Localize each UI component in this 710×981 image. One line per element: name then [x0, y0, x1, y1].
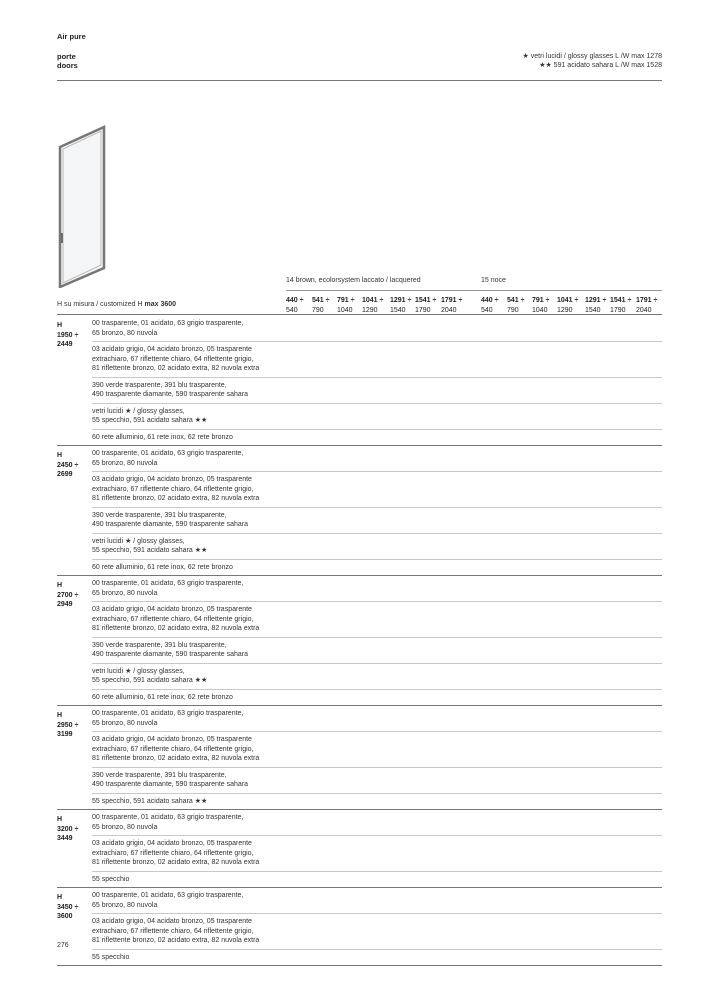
glass-type-row: 390 verde trasparente, 391 blu trasparen… [92, 638, 662, 664]
height-group: H 2450 ÷ 2699 00 trasparente, 01 acidato,… [57, 446, 662, 576]
glass-type-row: 00 trasparente, 01 acidato, 63 grigio tr… [92, 446, 662, 472]
width-to: 1040 [337, 306, 353, 314]
width-from: 440 ÷ [481, 297, 499, 304]
header-line [286, 290, 662, 291]
width-to: 1540 [585, 306, 601, 314]
glass-type-row: 390 verde trasparente, 391 blu trasparen… [92, 378, 662, 404]
height-group: H 2950 ÷ 3199 00 trasparente, 01 acidato,… [57, 706, 662, 810]
width-column-header: 791 ÷ 1040 [337, 296, 362, 315]
note-glossy: ★ vetri lucidi / glossy glasses L /W max… [522, 53, 662, 60]
width-column-header: 1541 ÷ 1790 [415, 296, 440, 315]
height-group: H 2700 ÷ 2949 00 trasparente, 01 acidato,… [57, 576, 662, 706]
height-group: H 1950 ÷ 2449 00 trasparente, 01 acidato,… [57, 316, 662, 446]
product-title: Air pure [57, 32, 86, 41]
width-to: 540 [481, 306, 493, 314]
height-range-label: H 2450 ÷ 2699 [57, 452, 79, 478]
width-to: 2040 [636, 306, 652, 314]
glass-notes: ★ vetri lucidi / glossy glasses L /W max… [523, 52, 662, 70]
width-column-header: 440 ÷ 540 [481, 296, 506, 315]
width-from: 791 ÷ [337, 297, 355, 304]
width-column-header: 541 ÷ 790 [507, 296, 532, 315]
glass-type-row: 03 acidato grigio, 04 acidato bronzo, 05… [92, 602, 662, 638]
width-to: 1040 [532, 306, 548, 314]
glass-type-row: 00 trasparente, 01 acidato, 63 grigio tr… [92, 706, 662, 732]
customized-height-label: H su misura / customized H max 3600 [57, 301, 176, 308]
width-from: 1541 ÷ [610, 297, 632, 304]
width-from: 791 ÷ [532, 297, 550, 304]
width-from: 541 ÷ [507, 297, 525, 304]
width-from: 1541 ÷ [415, 297, 437, 304]
width-to: 1540 [390, 306, 406, 314]
price-table: H 1950 ÷ 2449 00 trasparente, 01 acidato,… [57, 316, 662, 966]
height-range-label: H 1950 ÷ 2449 [57, 322, 79, 348]
width-to: 2040 [441, 306, 457, 314]
glass-type-row: 55 specchio [92, 953, 130, 961]
glass-type-row: 00 trasparente, 01 acidato, 63 grigio tr… [92, 576, 662, 602]
height-range-label: H 3450 ÷ 3600 [57, 894, 79, 920]
glass-type-row: vetri lucidi ★ / glossy glasses, 55 spec… [92, 534, 662, 560]
width-from: 1041 ÷ [557, 297, 579, 304]
width-from: 440 ÷ [286, 297, 304, 304]
finish-header-noce: 15 noce [481, 277, 506, 284]
glass-type-row: vetri lucidi ★ / glossy glasses, 55 spec… [92, 664, 662, 690]
glass-type-row: 00 trasparente, 01 acidato, 63 grigio tr… [92, 810, 662, 836]
subtitle-it: porte [57, 52, 76, 61]
note-sahara: ★★ 591 acidato sahara L /W max 1528 [539, 62, 662, 69]
door-icon [58, 125, 106, 288]
page-number: 276 [57, 942, 69, 949]
glass-type-row: 03 acidato grigio, 04 acidato bronzo, 05… [92, 472, 662, 508]
width-column-header: 1041 ÷ 1290 [557, 296, 582, 315]
glass-type-row: 03 acidato grigio, 04 acidato bronzo, 05… [92, 836, 662, 872]
width-column-header: 791 ÷ 1040 [532, 296, 557, 315]
width-column-header: 1541 ÷ 1790 [610, 296, 635, 315]
finish-header-brown: 14 brown, ecolorsystem laccato / lacquer… [286, 277, 421, 284]
width-column-header: 541 ÷ 790 [312, 296, 337, 315]
table-header-line [57, 314, 662, 315]
width-to: 1790 [415, 306, 431, 314]
glass-type-row: 03 acidato grigio, 04 acidato bronzo, 05… [92, 732, 662, 768]
glass-type-row: 55 specchio [92, 875, 130, 883]
customized-max: max 3600 [144, 301, 177, 308]
height-range-label: H 2700 ÷ 2949 [57, 582, 79, 608]
glass-type-row: 60 rete alluminio, 61 rete inox, 62 rete… [92, 563, 233, 571]
width-to: 790 [312, 306, 324, 314]
width-from: 1291 ÷ [585, 297, 607, 304]
height-group: H 3200 ÷ 3449 00 trasparente, 01 acidato,… [57, 810, 662, 888]
width-from: 1791 ÷ [636, 297, 658, 304]
width-column-header: 1791 ÷ 2040 [441, 296, 466, 315]
header-divider [57, 80, 662, 81]
height-range-label: H 2950 ÷ 3199 [57, 712, 79, 738]
glass-type-row: 00 trasparente, 01 acidato, 63 grigio tr… [92, 888, 662, 914]
glass-type-row: 03 acidato grigio, 04 acidato bronzo, 05… [92, 914, 662, 950]
width-to: 1290 [557, 306, 573, 314]
section-subtitle: porte doors [57, 52, 78, 70]
width-to: 790 [507, 306, 519, 314]
width-to: 540 [286, 306, 298, 314]
glass-type-row: 55 specchio, 591 acidato sahara ★★ [92, 797, 208, 805]
width-column-header: 1291 ÷ 1540 [390, 296, 415, 315]
glass-type-row: 60 rete alluminio, 61 rete inox, 62 rete… [92, 433, 233, 441]
width-from: 1791 ÷ [441, 297, 463, 304]
width-column-header: 1291 ÷ 1540 [585, 296, 610, 315]
width-column-header: 1791 ÷ 2040 [636, 296, 661, 315]
glass-type-row: vetri lucidi ★ / glossy glasses, 55 spec… [92, 404, 662, 430]
width-from: 1041 ÷ [362, 297, 384, 304]
width-from: 541 ÷ [312, 297, 330, 304]
glass-type-row: 390 verde trasparente, 391 blu trasparen… [92, 508, 662, 534]
customized-label: H su misura / customized H [57, 301, 145, 308]
glass-type-row: 60 rete alluminio, 61 rete inox, 62 rete… [92, 693, 233, 701]
width-to: 1290 [362, 306, 378, 314]
width-to: 1790 [610, 306, 626, 314]
subtitle-en: doors [57, 61, 78, 70]
glass-type-row: 390 verde trasparente, 391 blu trasparen… [92, 768, 662, 794]
height-range-label: H 3200 ÷ 3449 [57, 816, 79, 842]
glass-type-row: 03 acidato grigio, 04 acidato bronzo, 05… [92, 342, 662, 378]
glass-type-row: 00 trasparente, 01 acidato, 63 grigio tr… [92, 316, 662, 342]
width-from: 1291 ÷ [390, 297, 412, 304]
width-column-header: 440 ÷ 540 [286, 296, 311, 315]
width-column-header: 1041 ÷ 1290 [362, 296, 387, 315]
height-group: H 3450 ÷ 3600 00 trasparente, 01 acidato,… [57, 888, 662, 966]
